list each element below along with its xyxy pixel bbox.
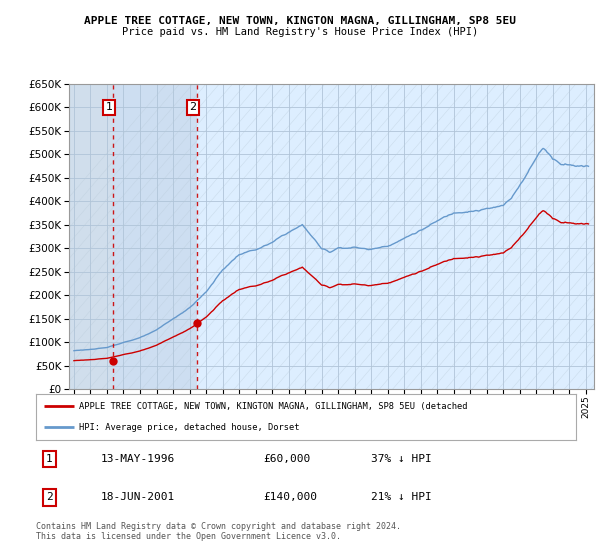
Text: 1: 1 <box>46 454 53 464</box>
Bar <box>113 84 197 389</box>
Text: APPLE TREE COTTAGE, NEW TOWN, KINGTON MAGNA, GILLINGHAM, SP8 5EU: APPLE TREE COTTAGE, NEW TOWN, KINGTON MA… <box>84 16 516 26</box>
Text: £60,000: £60,000 <box>263 454 310 464</box>
Text: Contains HM Land Registry data © Crown copyright and database right 2024.
This d: Contains HM Land Registry data © Crown c… <box>36 522 401 542</box>
Text: Price paid vs. HM Land Registry's House Price Index (HPI): Price paid vs. HM Land Registry's House … <box>122 27 478 37</box>
Text: £140,000: £140,000 <box>263 492 317 502</box>
Text: 2: 2 <box>190 102 197 113</box>
Text: HPI: Average price, detached house, Dorset: HPI: Average price, detached house, Dors… <box>79 423 300 432</box>
Text: 13-MAY-1996: 13-MAY-1996 <box>101 454 175 464</box>
Text: 21% ↓ HPI: 21% ↓ HPI <box>371 492 431 502</box>
Text: APPLE TREE COTTAGE, NEW TOWN, KINGTON MAGNA, GILLINGHAM, SP8 5EU (detached: APPLE TREE COTTAGE, NEW TOWN, KINGTON MA… <box>79 402 468 410</box>
Text: 2: 2 <box>46 492 53 502</box>
Text: 37% ↓ HPI: 37% ↓ HPI <box>371 454 431 464</box>
Bar <box>69 84 113 389</box>
Text: 18-JUN-2001: 18-JUN-2001 <box>101 492 175 502</box>
Text: 1: 1 <box>106 102 112 113</box>
